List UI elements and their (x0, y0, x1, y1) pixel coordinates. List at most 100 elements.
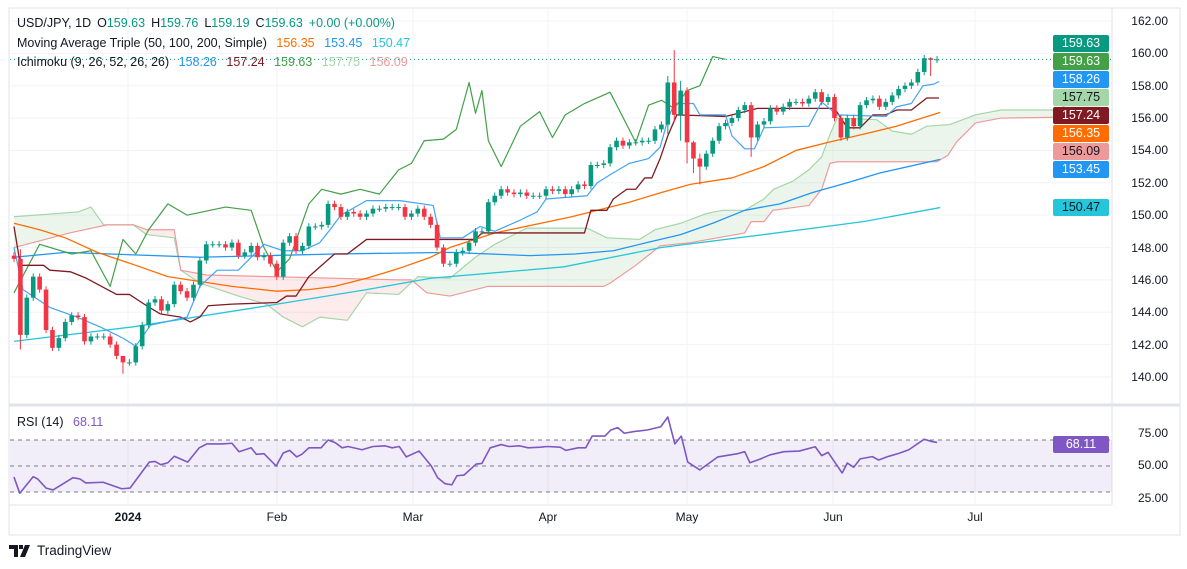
cloud-segment (911, 132, 915, 162)
candle-body (909, 82, 914, 86)
candle-down (338, 203, 344, 221)
symbol-legend[interactable]: USD/JPY, 1D O159.63 H159.76 L159.19 C159.63 +… (17, 16, 401, 30)
ichimoku-legend[interactable]: Ichimoku (9, 26, 52, 26, 26) 158.26 157.… (17, 55, 414, 69)
cloud-segment (58, 213, 63, 236)
cloud-segment (1004, 109, 1008, 119)
cloud-segment (517, 231, 521, 287)
cloud-segment (645, 233, 649, 258)
cloud-segment (530, 228, 534, 287)
candle-body (107, 336, 113, 345)
cloud-segment (84, 208, 88, 230)
close-label: C (255, 16, 265, 30)
candle-body (703, 153, 709, 167)
cloud-segment (1036, 109, 1040, 118)
cloud-segment (728, 210, 732, 236)
candle-body (537, 195, 542, 197)
cloud-segment (956, 120, 960, 143)
cloud-segment (898, 132, 902, 162)
ma200-value: 150.47 (371, 36, 411, 50)
cloud-segment (667, 225, 672, 246)
cloud-segment (62, 212, 66, 235)
candle-body (95, 336, 100, 338)
cloud-segment (276, 276, 281, 315)
candle-up (216, 241, 222, 248)
candle-down (511, 189, 517, 198)
cloud-segment (312, 277, 316, 322)
cloud-segment (350, 278, 354, 316)
grid-lines (10, 9, 1112, 504)
cloud-segment (895, 131, 899, 162)
ma-legend[interactable]: Moving Average Triple (50, 100, 200, Sim… (17, 36, 416, 50)
candle-down (18, 249, 23, 350)
price-tick-label: 160.00 (1131, 46, 1168, 61)
cloud-segment (369, 279, 373, 294)
candle-body (883, 101, 889, 107)
cloud-segment (555, 228, 559, 287)
candle-down (351, 208, 357, 217)
candle-body (678, 90, 683, 115)
cloud-segment (20, 216, 24, 246)
candle-body (133, 346, 139, 363)
cloud-segment (187, 271, 191, 277)
candle-down (428, 213, 433, 229)
cloud-segment (965, 117, 970, 133)
cloud-segment (914, 130, 918, 162)
cloud-segment (872, 119, 877, 162)
cloud-segment (552, 228, 556, 287)
candle-body (607, 147, 613, 164)
candle-body (255, 245, 260, 258)
cloud-segment (161, 229, 165, 237)
candle-up (607, 143, 613, 167)
cloud-segment (39, 214, 43, 241)
candle-down (107, 333, 113, 348)
tradingview-logo[interactable]: TradingView (9, 543, 111, 558)
candle-body (498, 189, 504, 196)
candle-up (24, 294, 30, 339)
cloud-segment (1001, 109, 1005, 119)
cloud-segment (446, 278, 450, 297)
cloud-segment (270, 276, 274, 310)
candle-body (204, 244, 209, 261)
cloud-segment (584, 228, 588, 287)
cloud-segment (472, 257, 476, 291)
rsi-legend[interactable]: RSI (14) 68.11 (17, 415, 109, 429)
cloud-segment (171, 229, 175, 238)
candle-down (684, 87, 690, 164)
cloud-segment (1010, 109, 1014, 118)
candle-down (774, 105, 780, 115)
candle-up (30, 273, 36, 301)
candle-body (588, 165, 594, 187)
candle-body (601, 163, 607, 166)
cloud-segment (805, 169, 809, 206)
ma-100-line (13, 158, 941, 258)
cloud-segment (46, 214, 50, 240)
rsi-band-fill (10, 440, 1112, 492)
candle-body (742, 105, 748, 110)
candle-body (434, 224, 440, 248)
candle-body (902, 85, 908, 89)
candle-up (460, 247, 465, 256)
cloud-segment (802, 172, 806, 207)
cloud-segment (504, 237, 508, 287)
low-label: L (204, 16, 212, 30)
cloud-segment (280, 276, 284, 318)
cloud-segment (776, 186, 780, 210)
price-tick-label: 154.00 (1131, 143, 1168, 158)
candle-up (306, 223, 312, 250)
date-label: Jul (967, 510, 983, 524)
candle-down (748, 101, 754, 157)
candle-body (197, 260, 203, 285)
cloud-segment (1046, 109, 1050, 118)
candle-up (261, 252, 267, 261)
rsi-title: RSI (14) (17, 415, 64, 429)
candle-up (569, 186, 574, 198)
price-badge: 158.26 (1053, 71, 1109, 88)
cloud-segment (449, 275, 454, 297)
candle-down (697, 153, 703, 185)
tradingview-logo-icon (9, 544, 30, 557)
cloud-segment (148, 229, 152, 236)
cloud-segment (815, 160, 819, 198)
candle-down (274, 260, 280, 280)
candle-up (473, 228, 478, 246)
